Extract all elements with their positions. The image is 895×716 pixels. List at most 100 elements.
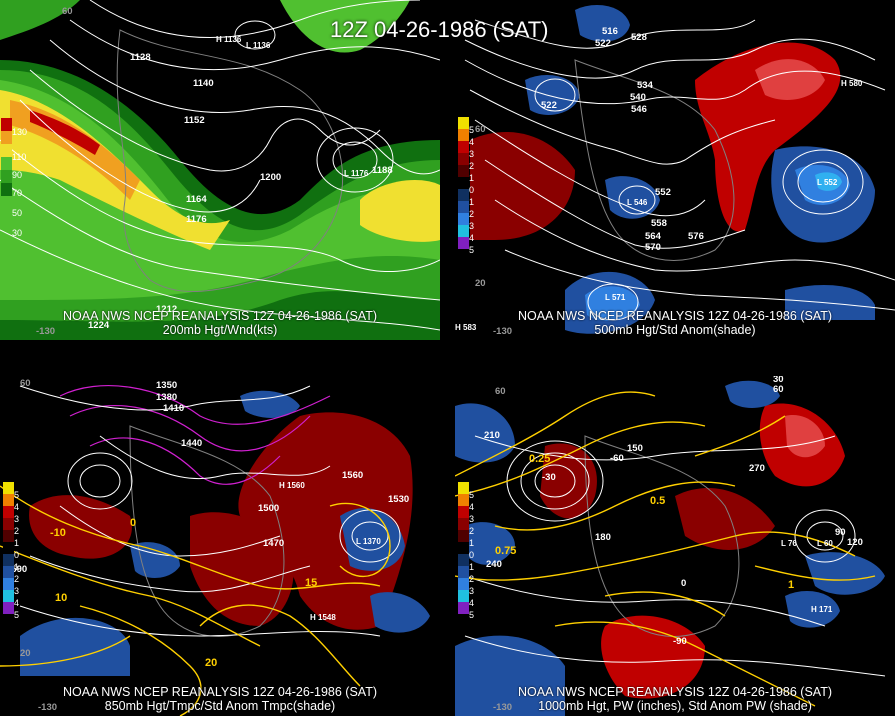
map-850mb: 1320 1350 1380 1410 1440 1470 1500 1530 … — [0, 376, 440, 716]
axis-label: 60 — [475, 124, 486, 135]
legend-swatch — [3, 482, 14, 494]
contour-label: -30 — [542, 472, 556, 483]
legend-label: 4 — [469, 502, 475, 512]
axis-label: 60 — [495, 386, 506, 397]
contour-label: 0 — [681, 578, 686, 589]
legend-label: 4 — [469, 598, 475, 608]
panel-500mb: 516 522 528 534 540 546 552 558 564 570 … — [455, 0, 895, 340]
legend-swatch — [458, 530, 469, 542]
legend-label: 1 — [14, 562, 20, 572]
legend-label: 130 — [12, 127, 28, 137]
legend-label: 0 — [14, 550, 20, 560]
contour-label: 1440 — [181, 438, 202, 449]
axis-label: -130 — [38, 702, 57, 713]
contour-label: 1176 — [186, 214, 207, 225]
panel-850mb: 1320 1350 1380 1410 1440 1470 1500 1530 … — [0, 376, 440, 716]
axis-label: 20 — [475, 278, 486, 289]
contour-label: 1140 — [193, 78, 214, 89]
contour-label: 546 — [631, 104, 647, 115]
axis-label: 20 — [20, 648, 31, 659]
map-1000mb: -90 -60 -30 0 30 60 90 120 150 180 210 2… — [455, 376, 895, 716]
temp-label: -10 — [50, 527, 66, 539]
high-low-label: L 76 — [781, 539, 797, 548]
high-low-label: L 1176 — [344, 169, 369, 178]
legend-label: 3 — [469, 221, 475, 231]
legend-swatch — [3, 554, 14, 566]
axis-label: -130 — [36, 326, 55, 337]
temp-label: 10 — [55, 592, 67, 604]
legend-swatch — [458, 189, 469, 201]
legend-label: 2 — [14, 574, 20, 584]
legend-swatch — [458, 237, 469, 249]
legend-swatch — [3, 578, 14, 590]
legend-swatch — [3, 506, 14, 518]
legend-label: 90 — [12, 170, 23, 180]
contour-label: 1410 — [163, 403, 184, 414]
color-legend: 5 4 3 2 1 0 1 2 3 4 5 — [3, 482, 19, 620]
legend-swatch — [458, 506, 469, 518]
legend-swatch — [3, 590, 14, 602]
legend-label: 4 — [14, 502, 20, 512]
legend-label: 4 — [469, 233, 475, 243]
contour-label: 1560 — [342, 470, 363, 481]
legend-label: 3 — [469, 149, 475, 159]
legend-label: 1 — [469, 197, 475, 207]
legend-label: 1 — [469, 562, 475, 572]
legend-swatch — [458, 602, 469, 614]
color-legend: 5 4 3 2 1 0 1 2 3 4 5 — [458, 117, 474, 255]
legend-label: 5 — [469, 245, 475, 255]
legend-label: 0 — [469, 550, 475, 560]
panel-caption-line2: 200mb Hgt/Wnd(kts) — [162, 323, 278, 337]
contour-label: 1200 — [260, 172, 281, 183]
temp-label: 0 — [130, 517, 136, 529]
legend-label: 2 — [469, 161, 475, 171]
legend-swatch — [458, 566, 469, 578]
contour-label: 552 — [655, 187, 671, 198]
high-low-label: H 583 — [455, 323, 477, 332]
legend-swatch — [458, 165, 469, 177]
contour-label: 540 — [630, 92, 646, 103]
contour-label: 60 — [773, 384, 784, 395]
axis-label: 60 — [20, 378, 31, 389]
legend-swatch — [3, 530, 14, 542]
legend-label: 2 — [469, 209, 475, 219]
high-low-label: H 171 — [811, 605, 833, 614]
panel-caption-line2: 500mb Hgt/Std Anom(shade) — [594, 323, 756, 337]
high-low-label: H 1560 — [279, 481, 305, 490]
legend-swatch — [1, 118, 12, 131]
legend-label: 5 — [14, 610, 20, 620]
legend-label: 0 — [469, 185, 475, 195]
legend-label: 1 — [469, 173, 475, 183]
legend-swatch — [458, 482, 469, 494]
contour-label: 1188 — [372, 165, 393, 176]
legend-swatch — [458, 129, 469, 141]
legend-swatch — [1, 170, 12, 183]
legend-swatch — [458, 117, 469, 129]
contour-label: 1500 — [258, 503, 279, 514]
contour-label: 576 — [688, 231, 704, 242]
contour-label: 528 — [631, 32, 647, 43]
legend-swatch — [458, 177, 469, 189]
legend-swatch — [458, 542, 469, 554]
contour-label: 1128 — [130, 52, 151, 63]
legend-swatch — [458, 518, 469, 530]
panel-1000mb: -90 -60 -30 0 30 60 90 120 150 180 210 2… — [455, 376, 895, 716]
axis-label: -130 — [493, 326, 512, 337]
legend-swatch — [1, 144, 12, 157]
legend-label: 30 — [12, 228, 23, 238]
contour-label: 30 — [773, 376, 784, 385]
panel-caption-line1: NOAA NWS NCEP REANALYSIS 12Z 04-26-1986 … — [62, 309, 377, 323]
axis-label: 60 — [62, 6, 73, 17]
contour-label: 522 — [541, 100, 557, 111]
legend-swatch — [458, 201, 469, 213]
high-low-label: L 1370 — [356, 537, 381, 546]
legend-label: 1 — [469, 538, 475, 548]
contour-label: 270 — [749, 463, 765, 474]
panel-caption-line2: 1000mb Hgt, PW (inches), Std Anom PW (sh… — [538, 699, 812, 713]
high-low-label: H 1548 — [310, 613, 336, 622]
legend-swatch — [458, 225, 469, 237]
legend-swatch — [458, 554, 469, 566]
temp-label: 15 — [305, 577, 317, 589]
legend-swatch — [1, 131, 12, 144]
contour-label: 564 — [645, 231, 662, 242]
